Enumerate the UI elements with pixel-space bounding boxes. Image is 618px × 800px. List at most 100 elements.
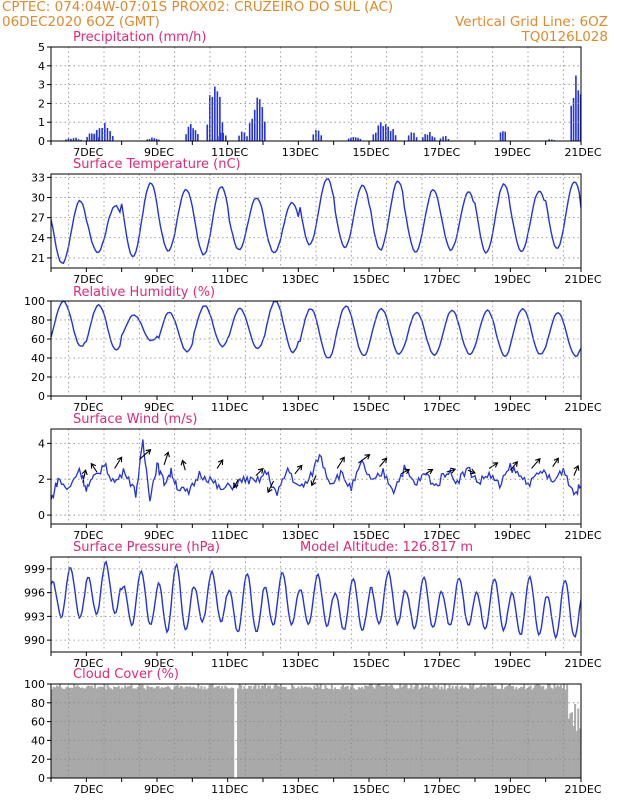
cloud-bar	[264, 684, 267, 778]
precip-bar	[347, 138, 350, 141]
x-tick-label: 19DEC	[494, 529, 531, 542]
precip-bar	[575, 75, 577, 141]
cloud-bar	[324, 685, 327, 778]
cloud-bar	[132, 688, 135, 778]
cloud-bar	[278, 686, 281, 778]
cloud-bar	[316, 684, 319, 778]
cloud-bar	[205, 689, 208, 778]
cloud-bar	[465, 688, 468, 778]
wind-arrowhead	[450, 467, 457, 474]
cloud-bar	[532, 687, 535, 778]
chart-title: Precipitation (mm/h)	[73, 30, 206, 45]
wind-arrowhead	[310, 480, 317, 487]
precip-bar	[91, 133, 93, 141]
precip-bar	[499, 132, 502, 141]
cloud-bar	[424, 685, 427, 778]
precip-bar	[75, 137, 77, 141]
cloud-bar	[162, 687, 165, 778]
y-tick-label: 0	[38, 509, 45, 522]
cloud-bar	[343, 687, 346, 778]
precip-bar	[548, 139, 550, 141]
cloud-bar	[128, 686, 131, 778]
cloud-bar	[477, 688, 480, 778]
cloud-bar	[287, 689, 290, 778]
plot-area	[51, 439, 581, 502]
cloud-bar	[523, 684, 526, 778]
precip-bar	[387, 126, 389, 141]
x-tick-label: 21DEC	[564, 657, 601, 670]
y-tick-label: 3	[38, 79, 45, 92]
cloud-bar	[526, 687, 529, 778]
cloud-bar	[66, 686, 69, 778]
wind-arrowhead	[512, 461, 519, 467]
precip-bar	[189, 124, 192, 141]
x-tick-label: 13DEC	[282, 783, 319, 796]
precip-bar	[352, 137, 355, 141]
cloud-bar	[222, 688, 225, 778]
x-tick-label: 15DEC	[352, 657, 389, 670]
cloud-bar	[570, 712, 573, 778]
cloud-bar	[136, 686, 139, 778]
cloud-bar	[442, 688, 445, 778]
cloud-bar	[141, 684, 144, 778]
x-tick-label: 17DEC	[423, 529, 460, 542]
cloud-bar	[489, 686, 492, 778]
x-tick-label: 15DEC	[352, 146, 389, 159]
cloud-bar	[500, 684, 503, 778]
cloud-bar	[464, 686, 467, 778]
cloud-bar	[543, 689, 546, 778]
wind-arrowhead	[267, 487, 273, 494]
cloud-bar	[163, 687, 166, 778]
cloud-bar	[144, 689, 147, 778]
cloud-bar	[232, 687, 235, 778]
wind-vector	[138, 449, 151, 460]
cloud-bar	[451, 685, 454, 778]
cloud-bar	[176, 684, 179, 778]
cloud-bar	[551, 688, 554, 778]
y-tick-label: 20	[31, 371, 45, 384]
cloud-bar	[159, 688, 162, 778]
precip-bar	[225, 135, 227, 141]
pressure-line	[51, 560, 581, 640]
cloud-bar	[389, 684, 392, 778]
cloud-bar	[493, 686, 496, 778]
cloud-bar	[396, 688, 399, 778]
cloud-bar	[524, 689, 527, 778]
cloud-bar	[237, 688, 240, 778]
x-tick-label: 15DEC	[352, 529, 389, 542]
y-tick-label: 21	[31, 252, 45, 265]
chart-temp: Surface Temperature (nC) 21 24 27 30 33 7DEC 9D…	[31, 157, 602, 286]
plot-frame	[50, 556, 582, 653]
cloud-bar	[440, 686, 443, 778]
cloud-bar	[410, 684, 413, 778]
cloud-bar	[238, 684, 241, 778]
cloud-bar	[256, 688, 259, 778]
cloud-bar	[270, 688, 273, 778]
cloud-bar	[473, 689, 476, 778]
cloud-bar	[305, 686, 308, 778]
cloud-bar	[408, 688, 411, 778]
cloud-bar	[462, 687, 465, 778]
precip-bar	[238, 135, 240, 141]
x-tick-label: 15DEC	[352, 783, 389, 796]
y-tick-label: 4	[38, 437, 45, 450]
cloud-bar	[252, 686, 255, 778]
precip-bar	[187, 126, 190, 141]
cloud-bar	[545, 688, 548, 778]
cloud-bar	[306, 687, 309, 778]
wind-vector	[181, 460, 186, 471]
cloud-bar	[230, 687, 233, 778]
cloud-bar	[529, 685, 532, 778]
cloud-bar	[111, 689, 114, 778]
cloud-bar	[386, 685, 389, 778]
cloud-bar	[108, 687, 111, 778]
cloud-bar	[394, 689, 397, 778]
cloud-bar	[291, 684, 294, 778]
chart-title: Surface Temperature (nC)	[73, 157, 241, 172]
cloud-bar	[472, 684, 475, 778]
precip-bar	[88, 133, 91, 141]
cloud-bar	[388, 686, 391, 778]
cloud-bar	[200, 685, 203, 778]
cloud-bar	[51, 689, 53, 778]
cloud-bar	[453, 689, 456, 778]
